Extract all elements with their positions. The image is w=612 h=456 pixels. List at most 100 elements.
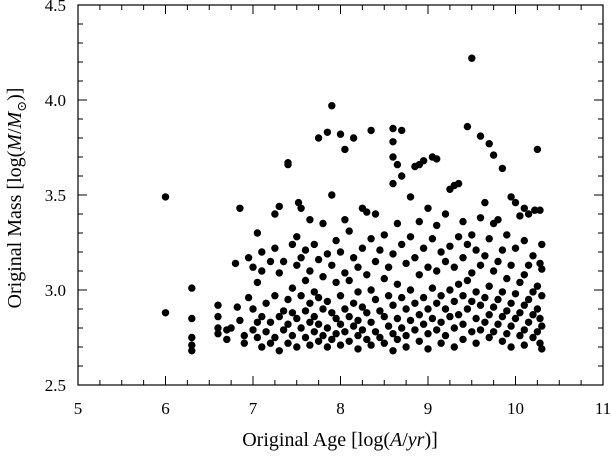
data-point (503, 274, 511, 283)
data-point (328, 335, 336, 344)
data-point (363, 335, 371, 344)
x-tick-label: 6 (161, 399, 170, 418)
data-point (463, 240, 472, 249)
data-point (406, 233, 415, 241)
data-point (253, 318, 262, 326)
data-point (419, 320, 428, 328)
data-point (538, 322, 546, 330)
data-point (454, 233, 463, 241)
data-point (476, 261, 485, 269)
data-point (367, 318, 375, 326)
data-point (538, 292, 546, 300)
data-point (319, 219, 327, 228)
data-point (371, 295, 380, 304)
data-point (258, 343, 266, 351)
data-point (262, 328, 270, 336)
data-point (240, 339, 248, 347)
data-point (428, 284, 437, 292)
data-point (389, 330, 397, 338)
data-point (489, 151, 498, 159)
x-tick-label: 10 (507, 399, 524, 418)
data-point (249, 263, 257, 271)
data-point (389, 179, 397, 188)
data-point (310, 240, 318, 249)
data-point (271, 244, 279, 252)
data-point (384, 292, 393, 300)
data-point (507, 193, 515, 201)
data-point (188, 314, 196, 323)
data-point (297, 292, 305, 300)
data-point (358, 326, 367, 334)
data-point (419, 244, 428, 252)
y-tick-label: 4.0 (45, 91, 66, 110)
data-point (188, 341, 196, 349)
data-point (398, 324, 406, 332)
data-point (332, 314, 340, 323)
data-point (214, 301, 222, 309)
data-point (341, 145, 349, 154)
data-point (454, 311, 463, 319)
data-point (301, 333, 310, 342)
y-tick-label: 3.5 (45, 186, 66, 205)
data-point (349, 299, 358, 307)
data-point (341, 216, 349, 224)
data-point (258, 312, 266, 321)
data-point (314, 320, 323, 328)
data-point (533, 305, 542, 313)
data-point (301, 276, 310, 285)
data-point (536, 314, 544, 323)
data-point (441, 331, 450, 340)
data-point (494, 257, 502, 266)
data-point (345, 276, 353, 285)
data-point (161, 193, 170, 201)
plot-frame (77, 4, 604, 386)
data-point (319, 305, 327, 313)
data-point (398, 293, 406, 302)
data-point (367, 235, 375, 243)
data-point (481, 198, 489, 207)
data-point (345, 312, 353, 321)
data-point (529, 252, 537, 260)
data-point (336, 130, 345, 138)
data-point (503, 231, 511, 239)
data-point (271, 333, 279, 342)
data-point (468, 231, 476, 239)
data-point (310, 312, 318, 321)
data-point (253, 229, 262, 237)
data-point (433, 267, 441, 275)
data-point (507, 299, 515, 307)
data-point (433, 221, 441, 230)
data-point (306, 341, 314, 349)
data-point (336, 320, 345, 328)
data-point (463, 305, 472, 313)
tick-labels: 5 6 7 8 9 10 11 2.5 3.0 3.5 4.0 4.5 (45, 0, 611, 418)
data-point (319, 331, 327, 340)
data-point (520, 301, 528, 309)
data-point (393, 280, 402, 288)
data-point (529, 311, 537, 319)
data-point (310, 288, 318, 296)
data-point (415, 311, 423, 319)
data-point (258, 267, 266, 275)
data-point (306, 299, 314, 307)
data-point (301, 307, 310, 315)
data-point (494, 295, 502, 304)
data-point (538, 265, 546, 273)
data-point (441, 305, 450, 313)
data-point (485, 311, 493, 319)
data-point (531, 206, 539, 214)
data-point (314, 255, 323, 264)
data-point (437, 248, 445, 256)
data-point (433, 299, 441, 307)
data-point (446, 312, 454, 321)
data-point (240, 331, 248, 340)
data-points (161, 54, 546, 355)
data-point (402, 343, 410, 351)
data-point (306, 216, 314, 224)
data-point (454, 179, 463, 188)
data-point (349, 322, 358, 330)
y-axis-title: Original Mass [log(M/M⊙)] (4, 88, 29, 309)
data-point (297, 204, 305, 212)
data-point (529, 288, 537, 296)
data-point (367, 341, 375, 349)
